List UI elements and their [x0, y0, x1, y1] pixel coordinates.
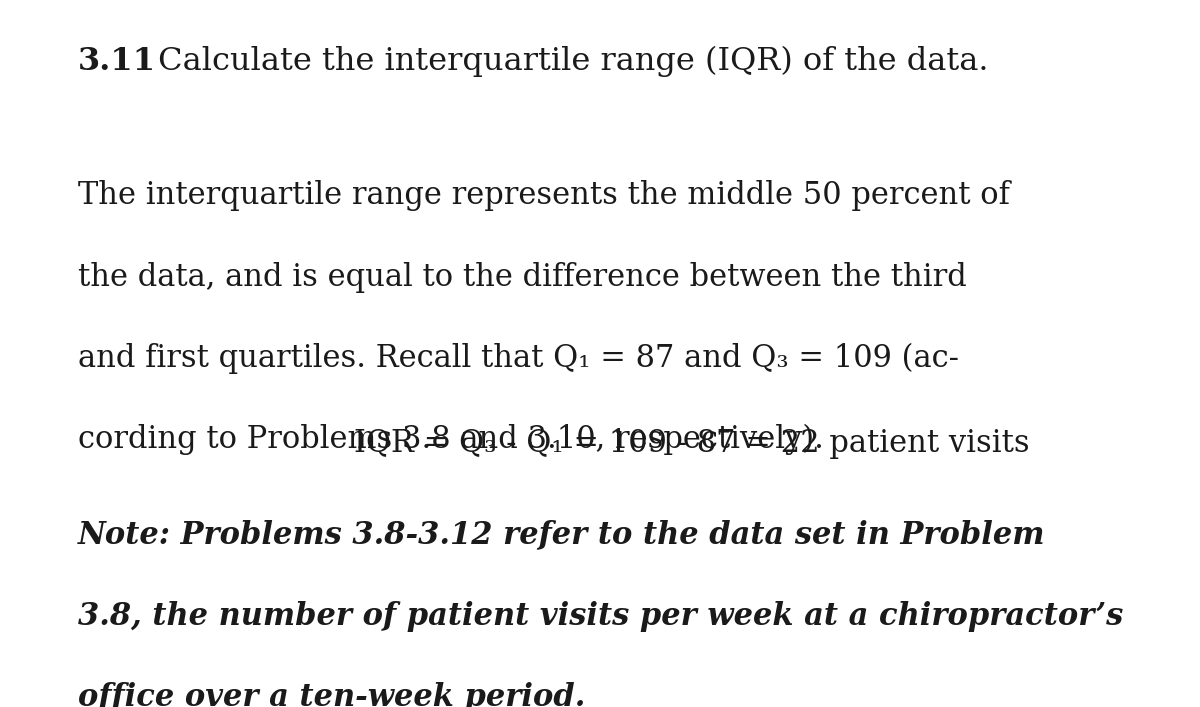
Text: the data, and is equal to the difference between the third: the data, and is equal to the difference…: [78, 262, 967, 293]
Text: The interquartile range represents the middle 50 percent of: The interquartile range represents the m…: [78, 180, 1010, 211]
Text: and first quartiles. Recall that Q₁ = 87 and Q₃ = 109 (ac-: and first quartiles. Recall that Q₁ = 87…: [78, 343, 959, 374]
Text: 3.8, the number of patient visits per week at a chiropractor’s: 3.8, the number of patient visits per we…: [78, 601, 1123, 632]
Text: Calculate the interquartile range (IQR) of the data.: Calculate the interquartile range (IQR) …: [148, 46, 988, 77]
Text: office over a ten-week period.: office over a ten-week period.: [78, 682, 586, 707]
Text: Note: Problems 3.8-3.12 refer to the data set in Problem: Note: Problems 3.8-3.12 refer to the dat…: [78, 520, 1045, 551]
Text: cording to Problems 3.8 and 3.10, respectively).: cording to Problems 3.8 and 3.10, respec…: [78, 424, 824, 455]
Text: IQR = Q₃ - Q₁ = 109 - 87 = 22 patient visits: IQR = Q₃ - Q₁ = 109 - 87 = 22 patient vi…: [354, 428, 1030, 459]
Text: 3.11: 3.11: [78, 46, 156, 77]
